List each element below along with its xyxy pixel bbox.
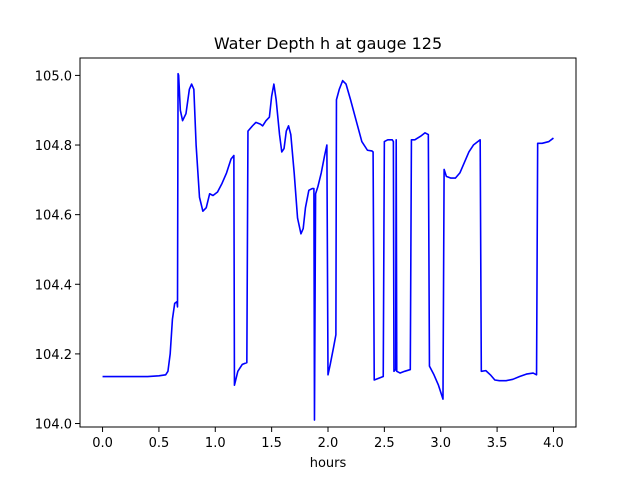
- x-tick-label: 4.0: [543, 436, 564, 451]
- y-tick-label: 104.6: [35, 209, 72, 224]
- x-tick-label: 1.0: [205, 436, 226, 451]
- x-axis-label: hours: [310, 456, 347, 471]
- y-tick-label: 104.0: [35, 418, 72, 433]
- x-tick-label: 3.5: [487, 436, 508, 451]
- y-axis: 104.0 104.2 104.4 104.6 104.8 105.0: [35, 69, 80, 433]
- y-tick-label: 104.8: [35, 139, 72, 154]
- y-tick-label: 105.0: [35, 69, 72, 84]
- x-tick-label: 0.5: [149, 436, 170, 451]
- x-tick-label: 2.5: [374, 436, 395, 451]
- x-axis: 0.0 0.5 1.0 1.5 2.0 2.5 3.0 3.5 4.0: [92, 427, 564, 451]
- x-tick-label: 0.0: [92, 436, 113, 451]
- x-tick-label: 3.0: [430, 436, 451, 451]
- chart-title: Water Depth h at gauge 125: [214, 34, 442, 53]
- depth-series-line: [102, 72, 554, 421]
- x-tick-label: 2.0: [318, 436, 339, 451]
- y-tick-label: 104.2: [35, 348, 72, 363]
- plot-area: [102, 72, 554, 421]
- y-tick-label: 104.4: [35, 278, 72, 293]
- x-tick-label: 1.5: [261, 436, 282, 451]
